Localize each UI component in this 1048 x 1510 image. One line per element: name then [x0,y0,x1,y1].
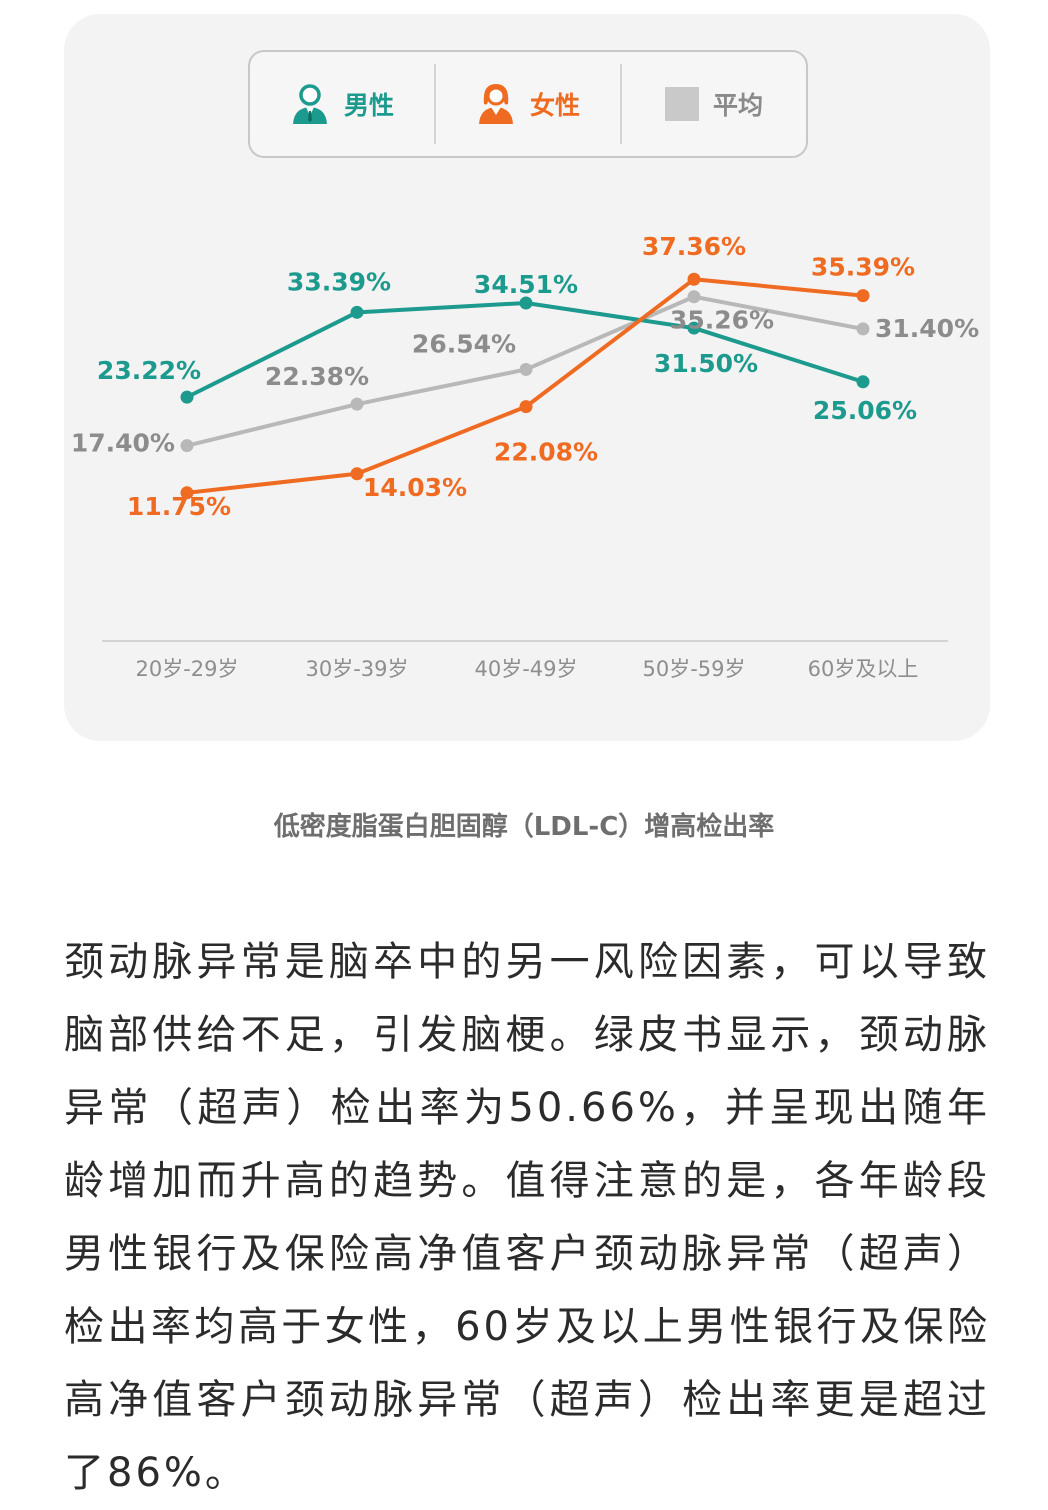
legend-item-average: 平均 [622,52,806,156]
article-paragraph: 颈动脉异常是脑卒中的另一风险因素，可以导致脑部供给不足，引发脑梗。绿皮书显示，颈… [64,939,990,1496]
data-point [687,321,701,335]
data-label: 37.36% [642,232,746,261]
female-person-icon [478,84,513,124]
legend-label-average: 平均 [712,91,763,120]
data-label: 22.38% [265,362,369,391]
data-point [180,439,194,453]
legend-label-male: 男性 [343,91,394,120]
data-point [350,305,364,319]
data-point [687,272,701,286]
data-label: 23.22% [97,356,201,385]
legend-item-female: 女性 [436,52,620,156]
data-point [180,486,194,500]
data-label: 34.51% [474,270,578,299]
data-label: 25.06% [813,396,917,425]
data-point [350,397,364,411]
data-label: 35.26% [670,306,774,335]
legend-item-male: 男性 [250,52,434,156]
data-point [519,296,533,310]
data-label: 33.39% [287,267,391,296]
data-label: 31.50% [654,349,758,378]
chart-card: 男性 女性 平均 [64,14,990,741]
chart-legend: 男性 女性 平均 [248,50,808,158]
x-tick-label: 50岁-59岁 [642,657,745,681]
data-label: 22.08% [494,438,598,467]
data-label: 35.39% [811,253,915,282]
data-point [519,400,533,414]
data-point [519,362,533,376]
x-tick-label: 30岁-39岁 [305,657,408,681]
data-label: 17.40% [71,429,175,458]
data-point [856,289,870,303]
data-point [856,322,870,336]
line-chart: 20岁-29岁 30岁-39岁 40岁-49岁 50岁-59岁 60岁及以上 23.22%… [71,232,979,681]
average-swatch [664,87,699,121]
data-point [350,467,364,481]
male-person-icon [292,84,327,124]
x-tick-label: 20岁-29岁 [135,657,238,681]
data-label: 26.54% [412,329,516,358]
x-tick-label: 40岁-49岁 [474,657,577,681]
x-tick-label: 60岁及以上 [808,657,919,681]
legend-divider [434,64,436,144]
legend-label-female: 女性 [529,91,580,120]
data-point [687,290,701,304]
data-label: 11.75% [127,492,231,521]
data-label: 31.40% [875,314,979,343]
legend-divider [620,64,622,144]
data-point [856,375,870,389]
data-label: 14.03% [363,473,467,502]
chart-caption: 低密度脂蛋白胆固醇（LDL-C）增高检出率 [273,812,775,842]
data-point [180,390,194,404]
